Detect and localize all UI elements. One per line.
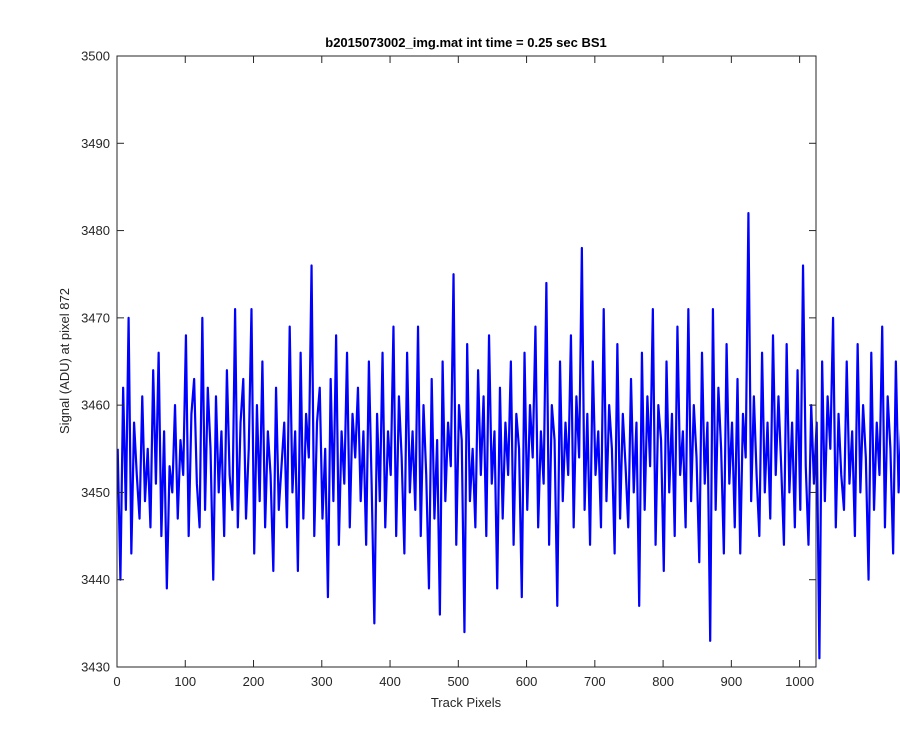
- series-layer: [116, 212, 900, 660]
- y-tick-label: 3470: [81, 310, 110, 325]
- y-tick-label: 3480: [81, 223, 110, 238]
- y-tick-label: 3440: [81, 572, 110, 587]
- x-tick-label: 0: [113, 674, 120, 689]
- x-tick-label: 400: [379, 674, 401, 689]
- y-tick-label: 3460: [81, 398, 110, 413]
- series-line-0: [116, 212, 900, 660]
- x-tick-label: 900: [721, 674, 743, 689]
- x-axis-label: Track Pixels: [431, 695, 502, 710]
- y-tick-label: 3430: [81, 660, 110, 675]
- x-tick-label: 600: [516, 674, 538, 689]
- y-tick-label: 3500: [81, 49, 110, 64]
- chart-title: b2015073002_img.mat int time = 0.25 sec …: [325, 35, 606, 50]
- x-tick-label: 700: [584, 674, 606, 689]
- x-tick-label: 800: [652, 674, 674, 689]
- y-tick-label: 3490: [81, 136, 110, 151]
- x-tick-label: 300: [311, 674, 333, 689]
- x-tick-label: 100: [174, 674, 196, 689]
- x-tick-label: 200: [243, 674, 265, 689]
- x-tick-label: 1000: [785, 674, 814, 689]
- plot-border: [116, 55, 817, 668]
- ticks-layer: 0 100 200 300 400 500 600 700 800 900 1000 3430 3440…: [81, 49, 816, 689]
- y-axis-label: Signal (ADU) at pixel 872: [57, 288, 72, 434]
- y-tick-label: 3450: [81, 485, 110, 500]
- x-tick-label: 500: [447, 674, 469, 689]
